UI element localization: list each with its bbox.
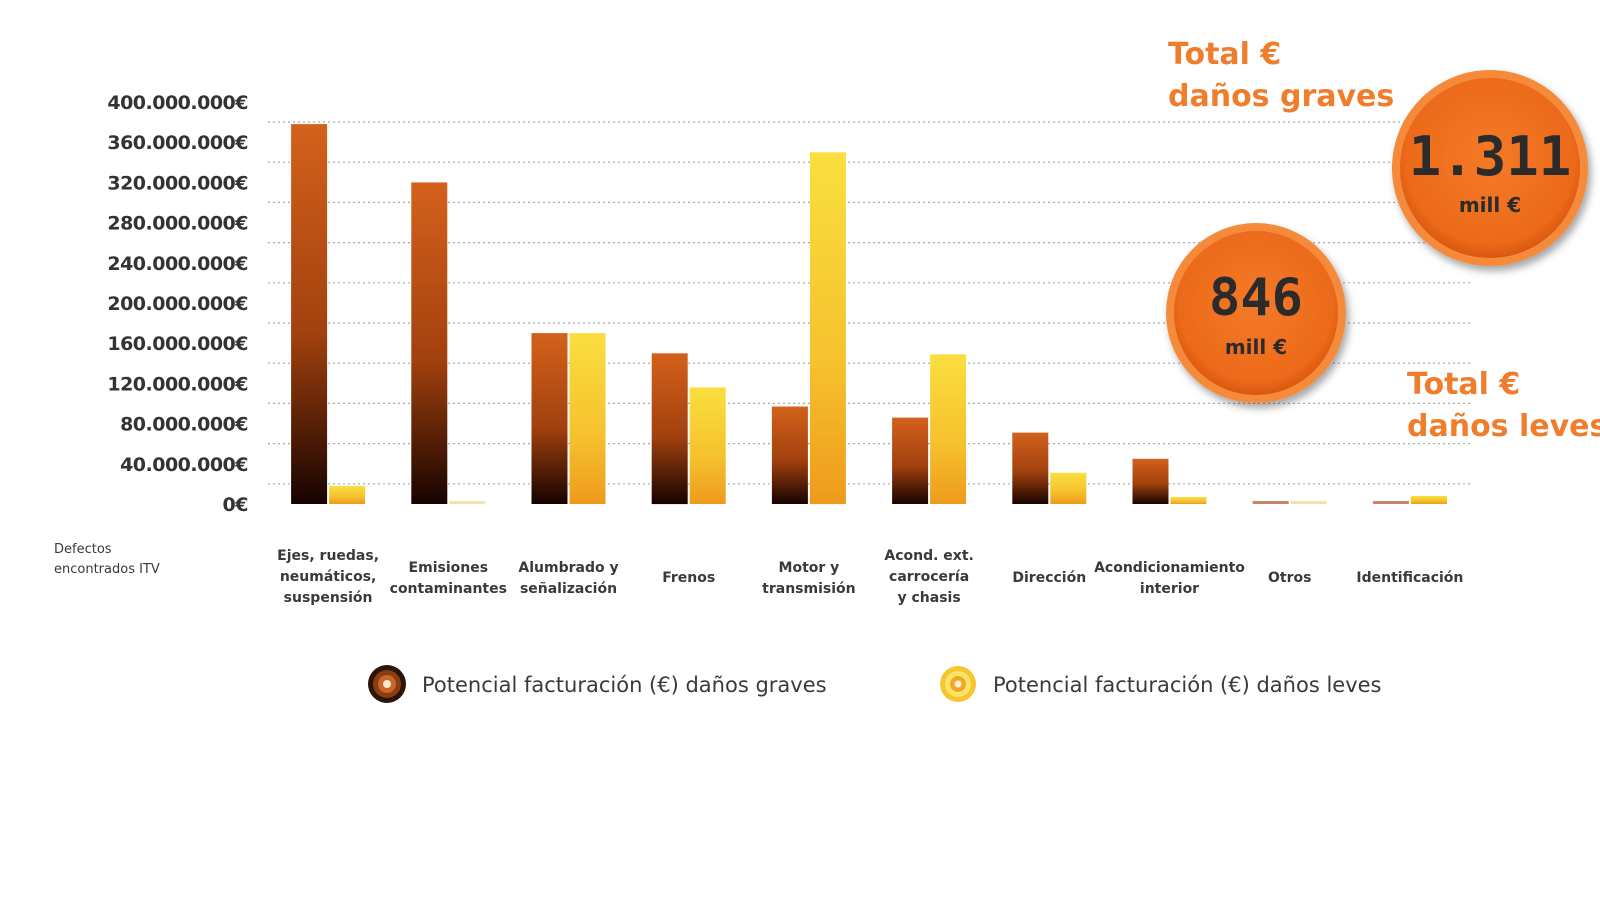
x-tick-label-line: suspensión xyxy=(284,590,373,606)
bar-graves xyxy=(651,353,688,505)
total-graves-bubble xyxy=(1392,70,1588,266)
x-tick-label-line: Emisiones xyxy=(409,560,489,576)
bar-leves xyxy=(689,387,726,504)
bar-leves xyxy=(329,485,366,504)
x-tick-label-line: Frenos xyxy=(662,570,715,586)
total-graves-label-line1: Total € xyxy=(1168,37,1281,72)
x-axis-title-line2: encontrados ITV xyxy=(54,562,160,577)
y-tick-label: 120.000.000€ xyxy=(107,373,248,395)
x-tick-label: Frenos xyxy=(662,570,715,586)
bar-graves xyxy=(291,124,328,504)
y-tick-label: 80.000.000€ xyxy=(120,414,248,436)
x-tick-label-line: interior xyxy=(1140,581,1199,597)
x-axis: Ejes, ruedas, neumáticos, suspensión Emisio… xyxy=(277,548,1463,606)
bar-graves xyxy=(1132,458,1169,504)
bar-graves xyxy=(411,182,448,504)
bar-leves xyxy=(1410,496,1447,504)
x-tick-label-line: carrocería xyxy=(889,569,969,585)
y-tick-label: 200.000.000€ xyxy=(107,293,248,315)
total-leves-label-line1: Total € xyxy=(1407,367,1520,402)
y-tick-label: 280.000.000€ xyxy=(107,213,248,235)
total-graves-unit: mill € xyxy=(1459,193,1521,217)
x-tick-label-line: Alumbrado y xyxy=(518,560,618,576)
x-tick-label: Ejes, ruedas, neumáticos, suspensión xyxy=(277,548,379,606)
bar-graves xyxy=(771,406,808,504)
bar-leves xyxy=(569,333,606,504)
bar-leves xyxy=(1290,501,1327,504)
total-leves-bubble xyxy=(1166,223,1346,403)
x-tick-label: Identificación xyxy=(1356,570,1463,586)
bar-graves xyxy=(1372,501,1409,504)
y-tick-label: 40.000.000€ xyxy=(120,454,248,476)
total-leves-bubble-fill xyxy=(1174,231,1338,395)
y-tick-label: 240.000.000€ xyxy=(107,253,248,275)
x-tick-label-line: neumáticos, xyxy=(280,569,377,585)
total-graves-label-line2: daños graves xyxy=(1168,79,1394,114)
x-tick-label-line: Motor y xyxy=(779,560,840,576)
x-tick-label: Emisiones contaminantes xyxy=(390,560,507,597)
total-leves-label-line2: daños leves xyxy=(1407,409,1600,444)
y-tick-label: 400.000.000€ xyxy=(107,92,248,114)
legend-leves-label: Potencial facturación (€) daños leves xyxy=(993,673,1382,697)
x-tick-label: Acond. ext. carrocería y chasis xyxy=(884,548,973,606)
bar-leves xyxy=(1170,497,1207,504)
y-tick-label: 360.000.000€ xyxy=(107,132,248,154)
x-tick-label: Dirección xyxy=(1012,570,1086,586)
x-tick-label-line: Acondicionamiento xyxy=(1094,560,1245,576)
bar-graves xyxy=(892,417,929,504)
y-tick-label: 160.000.000€ xyxy=(107,333,248,355)
bar-leves xyxy=(930,354,967,504)
x-tick-label-line: Ejes, ruedas, xyxy=(277,548,379,564)
x-tick-label: Acondicionamiento interior xyxy=(1094,560,1245,597)
y-tick-label: 320.000.000€ xyxy=(107,172,248,194)
grid-layer xyxy=(268,121,1470,485)
y-axis: 0€ 40.000.000€ 80.000.000€ 120.000.000€ 160.… xyxy=(107,92,248,516)
legend-graves-icon xyxy=(368,665,406,703)
x-tick-label: Otros xyxy=(1268,570,1311,586)
x-tick-label-line: señalización xyxy=(520,581,617,597)
x-tick-label-line: contaminantes xyxy=(390,581,507,597)
bars xyxy=(291,124,1447,505)
total-graves-value: 1.311 xyxy=(1409,125,1572,188)
x-tick-label-line: Acond. ext. xyxy=(884,548,973,564)
bar-graves xyxy=(1012,432,1049,504)
x-tick-label: Alumbrado y señalización xyxy=(518,560,618,597)
x-tick-label-line: Dirección xyxy=(1012,570,1086,586)
x-tick-label: Motor y transmisión xyxy=(762,560,855,597)
x-tick-label-line: Identificación xyxy=(1356,570,1463,586)
y-tick-label: 0€ xyxy=(223,494,248,516)
legend-leves-icon xyxy=(940,666,976,702)
legend-graves-label: Potencial facturación (€) daños graves xyxy=(422,673,827,697)
legend: Potencial facturación (€) daños graves P… xyxy=(368,665,1382,703)
bar-leves xyxy=(809,152,846,505)
x-tick-label-line: transmisión xyxy=(762,581,855,597)
x-axis-title-line1: Defectos xyxy=(54,542,112,557)
total-graves-bubble-fill xyxy=(1400,78,1580,258)
x-tick-label-line: Otros xyxy=(1268,570,1311,586)
total-leves-value: 846 xyxy=(1209,268,1303,328)
bar-graves xyxy=(1252,501,1289,504)
bar-leves xyxy=(1050,472,1087,504)
bar-leves xyxy=(449,501,486,504)
total-leves-unit: mill € xyxy=(1225,335,1287,359)
x-tick-label-line: y chasis xyxy=(898,590,961,606)
bar-graves xyxy=(531,333,568,504)
